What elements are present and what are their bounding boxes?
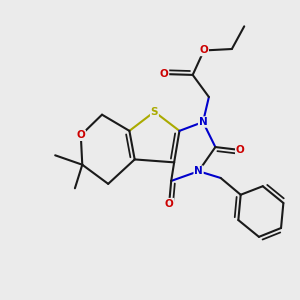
Text: N: N xyxy=(199,117,207,127)
Text: O: O xyxy=(165,199,173,208)
Text: O: O xyxy=(160,69,169,79)
Text: S: S xyxy=(151,107,158,117)
Text: O: O xyxy=(200,46,208,56)
Text: O: O xyxy=(236,145,244,155)
Text: O: O xyxy=(76,130,85,140)
Text: N: N xyxy=(194,166,203,176)
